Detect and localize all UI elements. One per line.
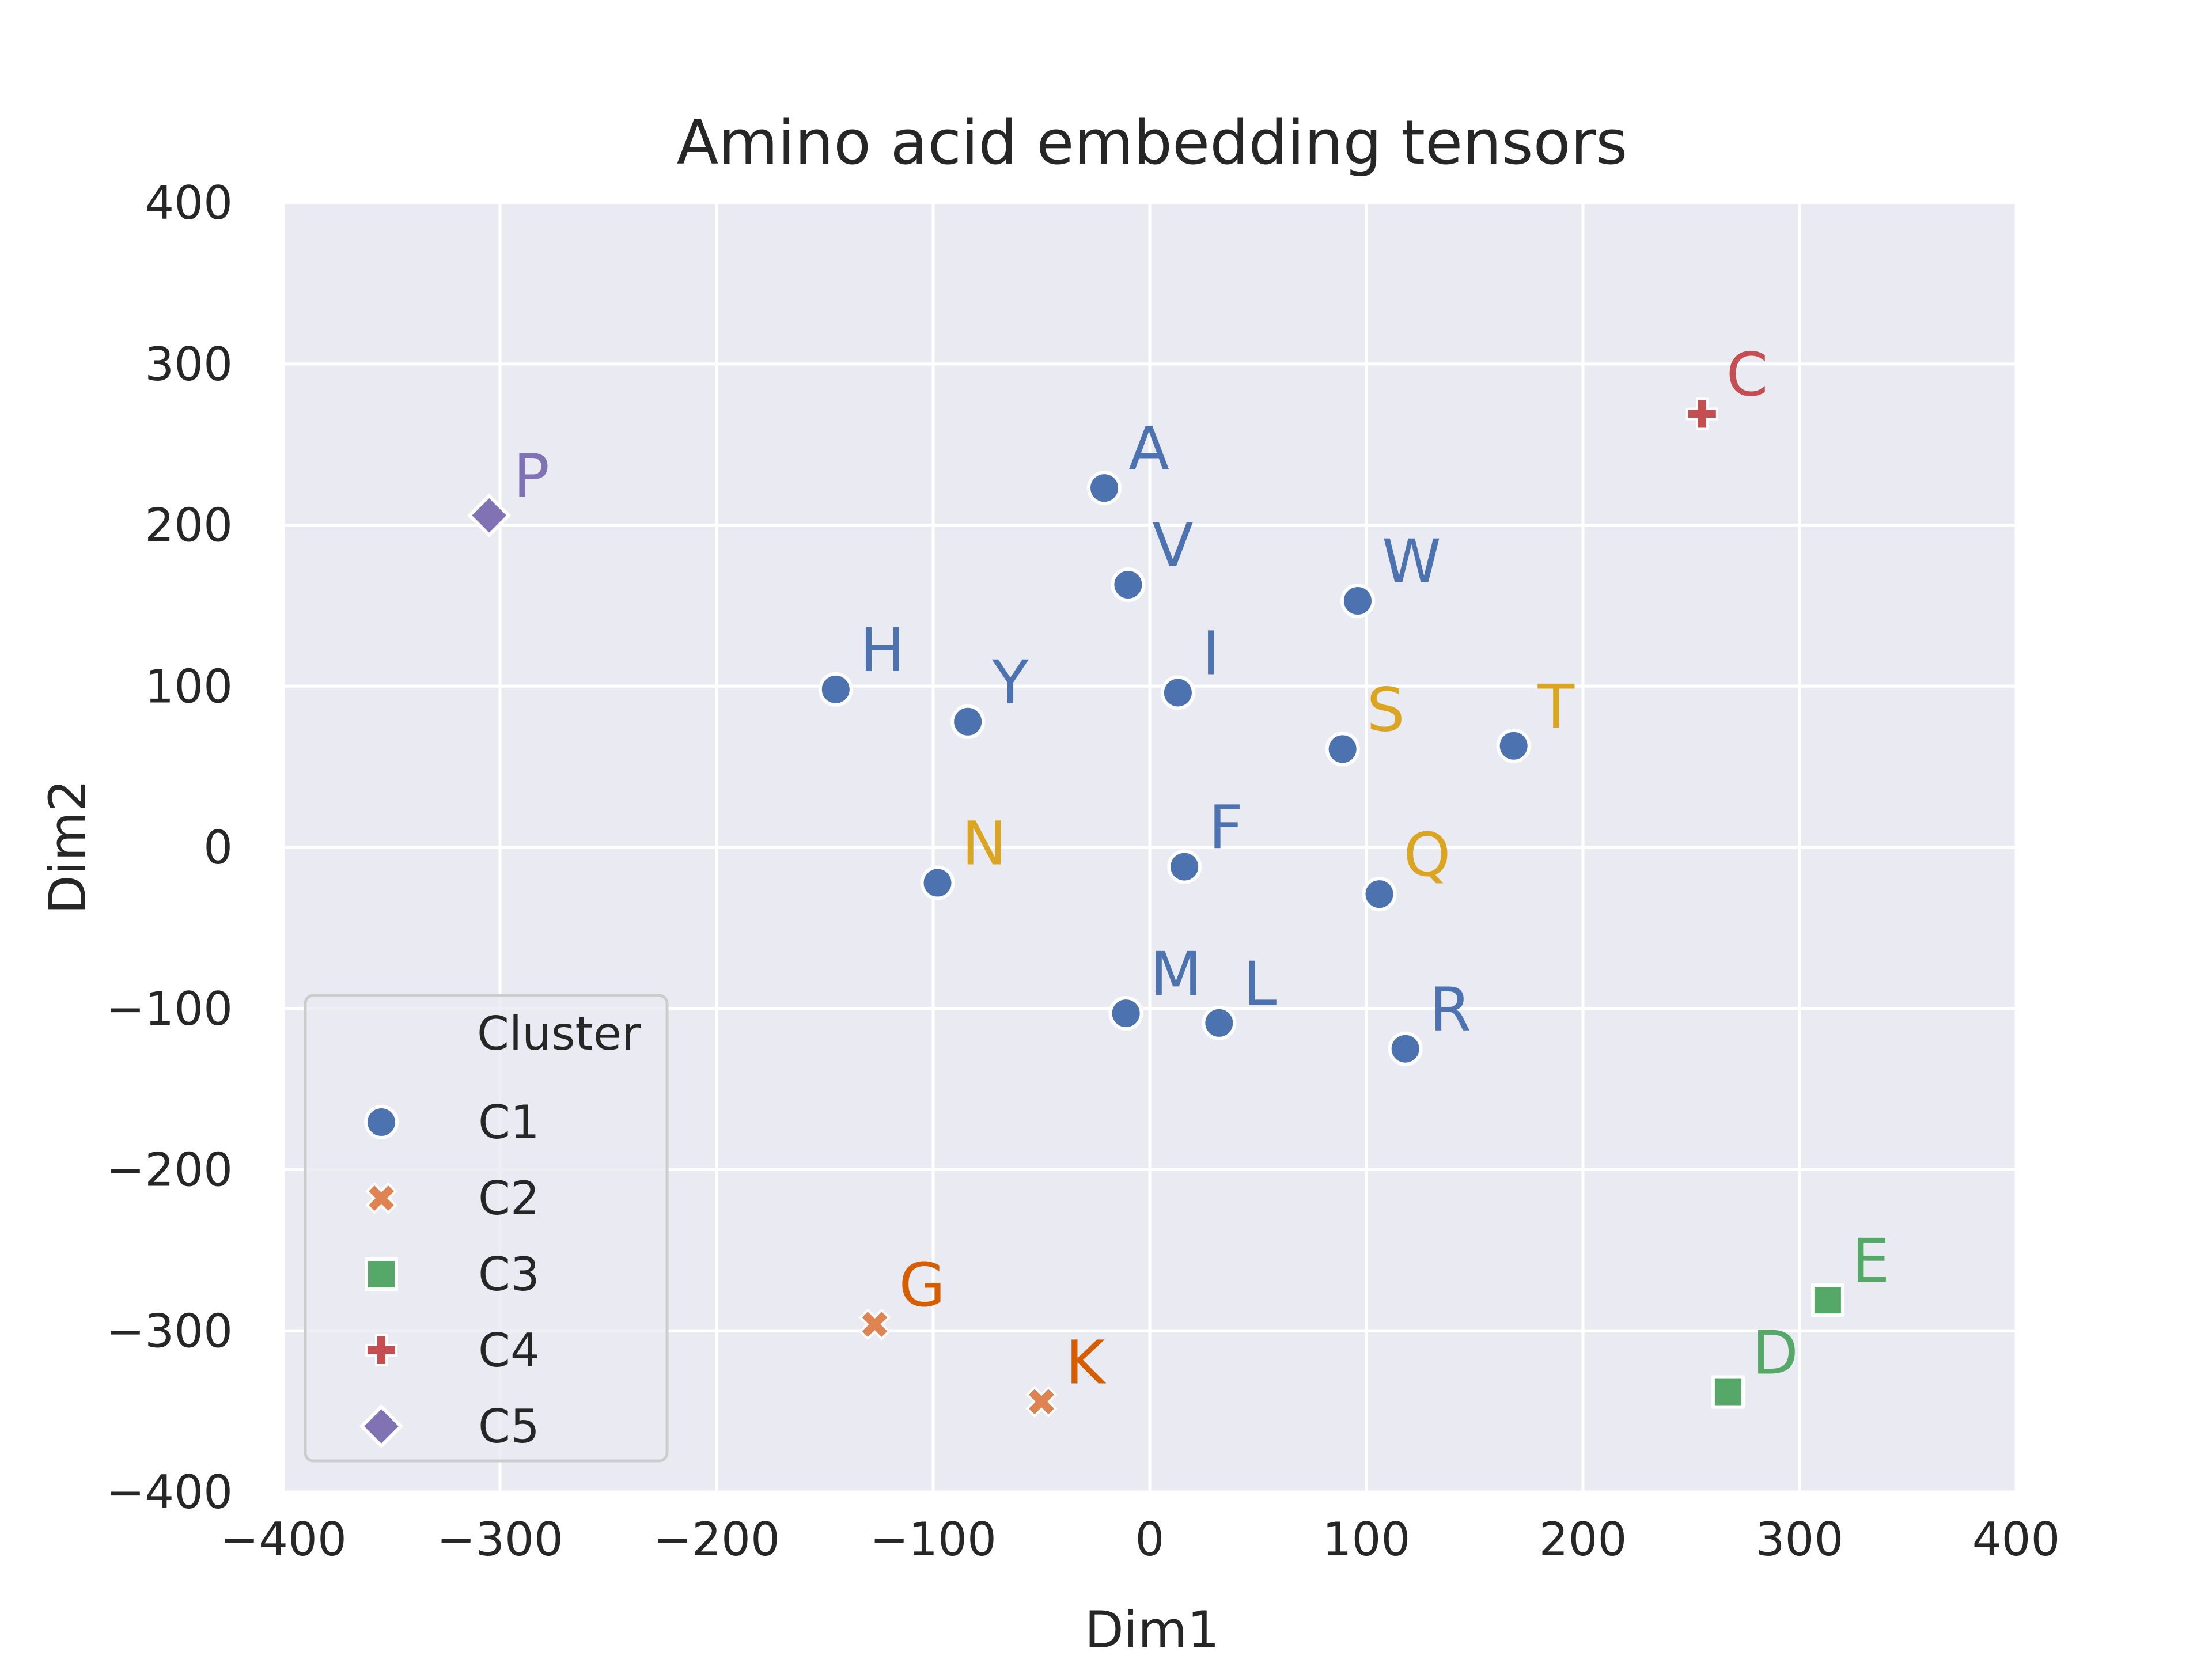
legend-label: C1 [478,1096,540,1149]
y-tick-label: 300 [145,338,233,391]
point-label: I [1202,618,1220,688]
x-tick-label: 400 [1972,1513,2061,1566]
point-label: A [1128,414,1169,484]
data-point [467,493,512,537]
data-points [467,397,1844,1418]
legend-label: C3 [478,1248,540,1301]
data-point [1711,1375,1745,1409]
data-point [1496,728,1531,763]
y-tick-label: 100 [145,660,233,713]
y-tick-label: −400 [106,1465,233,1519]
legend: Cluster C1 C2 C3 C4 C5 [304,994,669,1463]
y-axis-label: Dim2 [38,779,97,914]
point-label: W [1382,527,1441,597]
point-label: K [1066,1327,1107,1397]
point-label: C [1726,339,1768,410]
point-label: Q [1404,820,1451,890]
point-label: D [1752,1318,1798,1388]
point-label: F [1209,793,1243,863]
x-tick-label: −300 [437,1513,563,1566]
legend-marker [365,1182,397,1214]
y-tick-label: 200 [145,499,233,552]
legend-label: C5 [478,1400,540,1453]
data-point [818,672,853,707]
data-point [1388,1031,1423,1066]
legend-marker [359,1404,404,1449]
point-label: R [1430,975,1471,1045]
data-point [1340,583,1375,618]
point-label: T [1537,672,1575,742]
x-tick-label: 100 [1323,1513,1411,1566]
point-label: G [899,1250,945,1320]
legend-box [304,994,669,1463]
chart-title: Amino acid embedding tensors [677,107,1628,178]
point-label: N [962,809,1007,879]
point-label: L [1243,949,1277,1019]
y-tick-labels: −400 −300 −200 −100 0 100 200 300 400 [106,176,233,1519]
data-point [858,1308,891,1340]
y-tick-label: 400 [145,176,233,230]
x-tick-label: −400 [220,1513,347,1566]
x-tick-label: −100 [870,1513,997,1566]
legend-label: C2 [478,1172,540,1225]
point-label: V [1152,510,1193,581]
y-tick-label: −300 [106,1304,233,1358]
data-point [1111,567,1146,603]
y-tick-label: 0 [203,821,233,874]
data-point [1087,471,1122,506]
x-tick-label: −200 [653,1513,780,1566]
point-label: M [1150,939,1202,1009]
data-point [1685,397,1718,430]
x-tick-labels: −400 −300 −200 −100 0 100 200 300 400 [220,1513,2060,1566]
legend-title: Cluster [477,1007,641,1060]
data-point [920,865,955,900]
point-label: P [513,441,550,512]
x-tick-label: 200 [1539,1513,1627,1566]
y-tick-label: −100 [106,982,233,1036]
data-point [950,704,986,739]
data-point [1025,1385,1058,1418]
point-label: S [1367,675,1405,745]
legend-marker [365,1257,398,1291]
x-tick-label: 300 [1756,1513,1844,1566]
data-point [1108,996,1143,1031]
data-point [1202,1005,1237,1040]
data-point [1160,675,1195,710]
data-point [1325,732,1360,767]
grid-lines [282,201,2018,1494]
x-tick-label: 0 [1135,1513,1165,1566]
legend-label: C4 [478,1324,540,1377]
data-point [1167,849,1202,884]
data-point [1810,1283,1844,1317]
point-label: H [860,615,905,685]
y-tick-label: −200 [106,1143,233,1197]
point-label: Y [991,647,1029,718]
point-labels: AV W H Y I S T N F Q M L R G K ED C P [513,339,1889,1397]
x-axis-label: Dim1 [1085,1600,1219,1659]
data-point [1362,877,1397,912]
point-label: E [1852,1226,1890,1296]
legend-marker [364,1105,399,1139]
legend-marker [365,1334,397,1366]
